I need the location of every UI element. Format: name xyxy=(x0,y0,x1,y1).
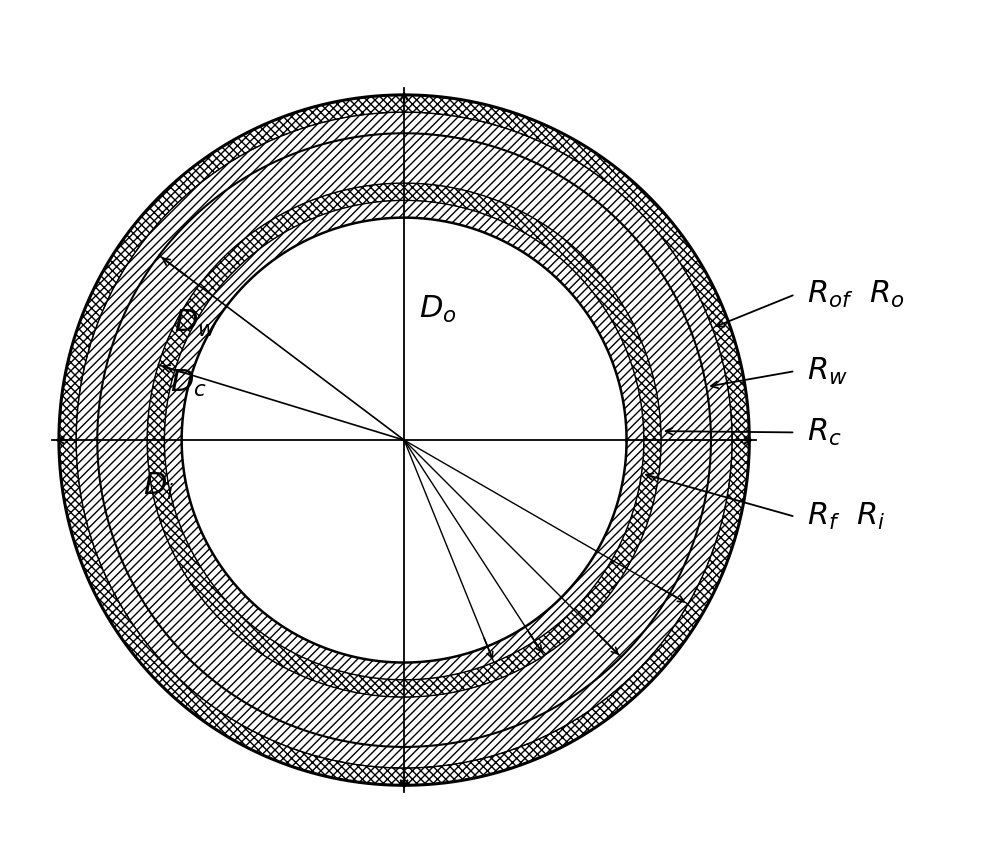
Text: $R_f\ \ R_i$: $R_f\ \ R_i$ xyxy=(807,501,885,532)
Polygon shape xyxy=(59,95,749,785)
Text: $D_o$: $D_o$ xyxy=(419,294,457,325)
Polygon shape xyxy=(182,218,627,663)
Text: $R_c$: $R_c$ xyxy=(807,417,841,448)
Text: $R_w$: $R_w$ xyxy=(807,356,848,387)
Text: $D_c$: $D_c$ xyxy=(170,368,207,399)
Polygon shape xyxy=(147,183,661,697)
Polygon shape xyxy=(76,112,732,768)
Text: $D_w$: $D_w$ xyxy=(174,307,217,338)
Text: $D_i$: $D_i$ xyxy=(143,471,174,502)
Polygon shape xyxy=(164,201,644,680)
Text: $R_{of}\ \ R_o$: $R_{of}\ \ R_o$ xyxy=(807,279,905,310)
Polygon shape xyxy=(97,133,711,747)
